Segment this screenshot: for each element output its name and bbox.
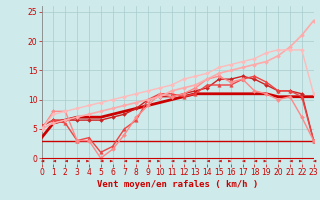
X-axis label: Vent moyen/en rafales ( km/h ): Vent moyen/en rafales ( km/h ) <box>97 180 258 189</box>
